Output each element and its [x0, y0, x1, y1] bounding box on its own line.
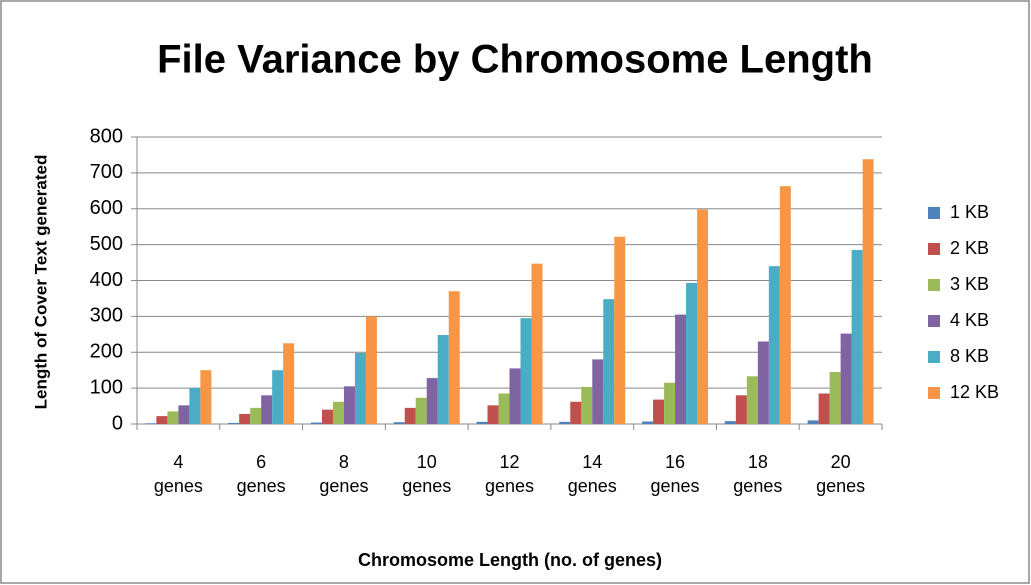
bar — [448, 291, 460, 424]
bar — [520, 318, 532, 424]
bar — [559, 421, 571, 424]
bar — [261, 395, 273, 424]
y-tick-label: 400 — [90, 269, 123, 291]
bar — [228, 422, 240, 424]
y-tick-label: 300 — [90, 305, 123, 327]
legend-label: 1 KB — [950, 202, 989, 222]
bar — [840, 333, 852, 424]
bar — [829, 371, 841, 424]
bar — [393, 422, 405, 424]
bar — [476, 421, 488, 424]
bar — [642, 421, 654, 424]
y-axis-label: Length of Cover Text generated — [31, 155, 50, 410]
legend-label: 4 KB — [950, 310, 989, 330]
bar — [272, 370, 284, 424]
x-tick-label: 4 genes — [153, 452, 203, 496]
bar — [156, 416, 168, 424]
bar — [415, 397, 427, 424]
y-tick-label: 700 — [90, 161, 123, 183]
x-tick-label: 12 genes — [484, 452, 535, 496]
bar — [603, 299, 615, 424]
bar — [200, 370, 212, 424]
bar — [404, 407, 416, 424]
bar — [250, 407, 262, 424]
bar — [426, 378, 438, 424]
bar — [686, 283, 698, 424]
bar — [343, 386, 355, 424]
bar — [581, 387, 593, 424]
x-tick-label: 16 genes — [650, 452, 700, 496]
bar — [746, 376, 758, 424]
chart-title: File Variance by Chromosome Length — [157, 38, 873, 82]
legend-label: 2 KB — [950, 238, 989, 258]
y-tick-label: 100 — [90, 376, 123, 398]
bar — [862, 159, 874, 424]
legend-swatch — [928, 351, 940, 363]
bar — [768, 266, 780, 424]
x-tick-label: 10 genes — [402, 452, 452, 496]
bar — [779, 186, 791, 424]
bar — [653, 399, 665, 424]
bar — [570, 401, 582, 424]
bar — [332, 401, 344, 424]
bar — [145, 423, 157, 424]
x-axis-label: Chromosome Length (no. of genes) — [358, 550, 662, 570]
bar — [167, 411, 179, 424]
bar — [354, 352, 366, 424]
legend-swatch — [928, 207, 940, 219]
bar — [592, 359, 604, 424]
legend-swatch — [928, 243, 940, 255]
x-tick-label: 14 genes — [567, 452, 617, 496]
bar — [321, 409, 333, 424]
bar — [487, 405, 499, 424]
bar — [757, 341, 769, 424]
legend-swatch — [928, 387, 940, 399]
bar — [735, 395, 747, 424]
bar — [675, 314, 687, 424]
bar — [310, 422, 322, 424]
bar — [807, 420, 819, 424]
bar — [614, 236, 626, 424]
x-tick-label: 8 genes — [319, 452, 369, 496]
y-tick-label: 600 — [90, 197, 123, 219]
bar — [509, 368, 521, 424]
bar — [178, 405, 190, 424]
bar — [498, 393, 510, 424]
y-tick-label: 800 — [90, 125, 123, 147]
bar — [724, 421, 736, 424]
x-tick-label: 6 genes — [236, 452, 286, 496]
bar — [531, 263, 543, 424]
legend-label: 3 KB — [950, 274, 989, 294]
bar — [664, 382, 676, 424]
legend-swatch — [928, 279, 940, 291]
bar — [818, 393, 830, 424]
bar — [365, 316, 377, 424]
x-tick-label: 20 genes — [816, 452, 866, 496]
y-tick-label: 0 — [112, 412, 123, 434]
legend-label: 8 KB — [950, 346, 989, 366]
bar — [283, 343, 295, 424]
bar — [239, 413, 251, 424]
legend-label: 12 KB — [950, 382, 999, 402]
bar — [697, 209, 709, 424]
bar — [189, 388, 201, 424]
bar — [851, 250, 863, 424]
bar — [437, 335, 449, 424]
y-tick-label: 500 — [90, 233, 123, 255]
x-tick-label: 18 genes — [733, 452, 783, 496]
legend-swatch — [928, 315, 940, 327]
y-tick-label: 200 — [90, 341, 123, 363]
